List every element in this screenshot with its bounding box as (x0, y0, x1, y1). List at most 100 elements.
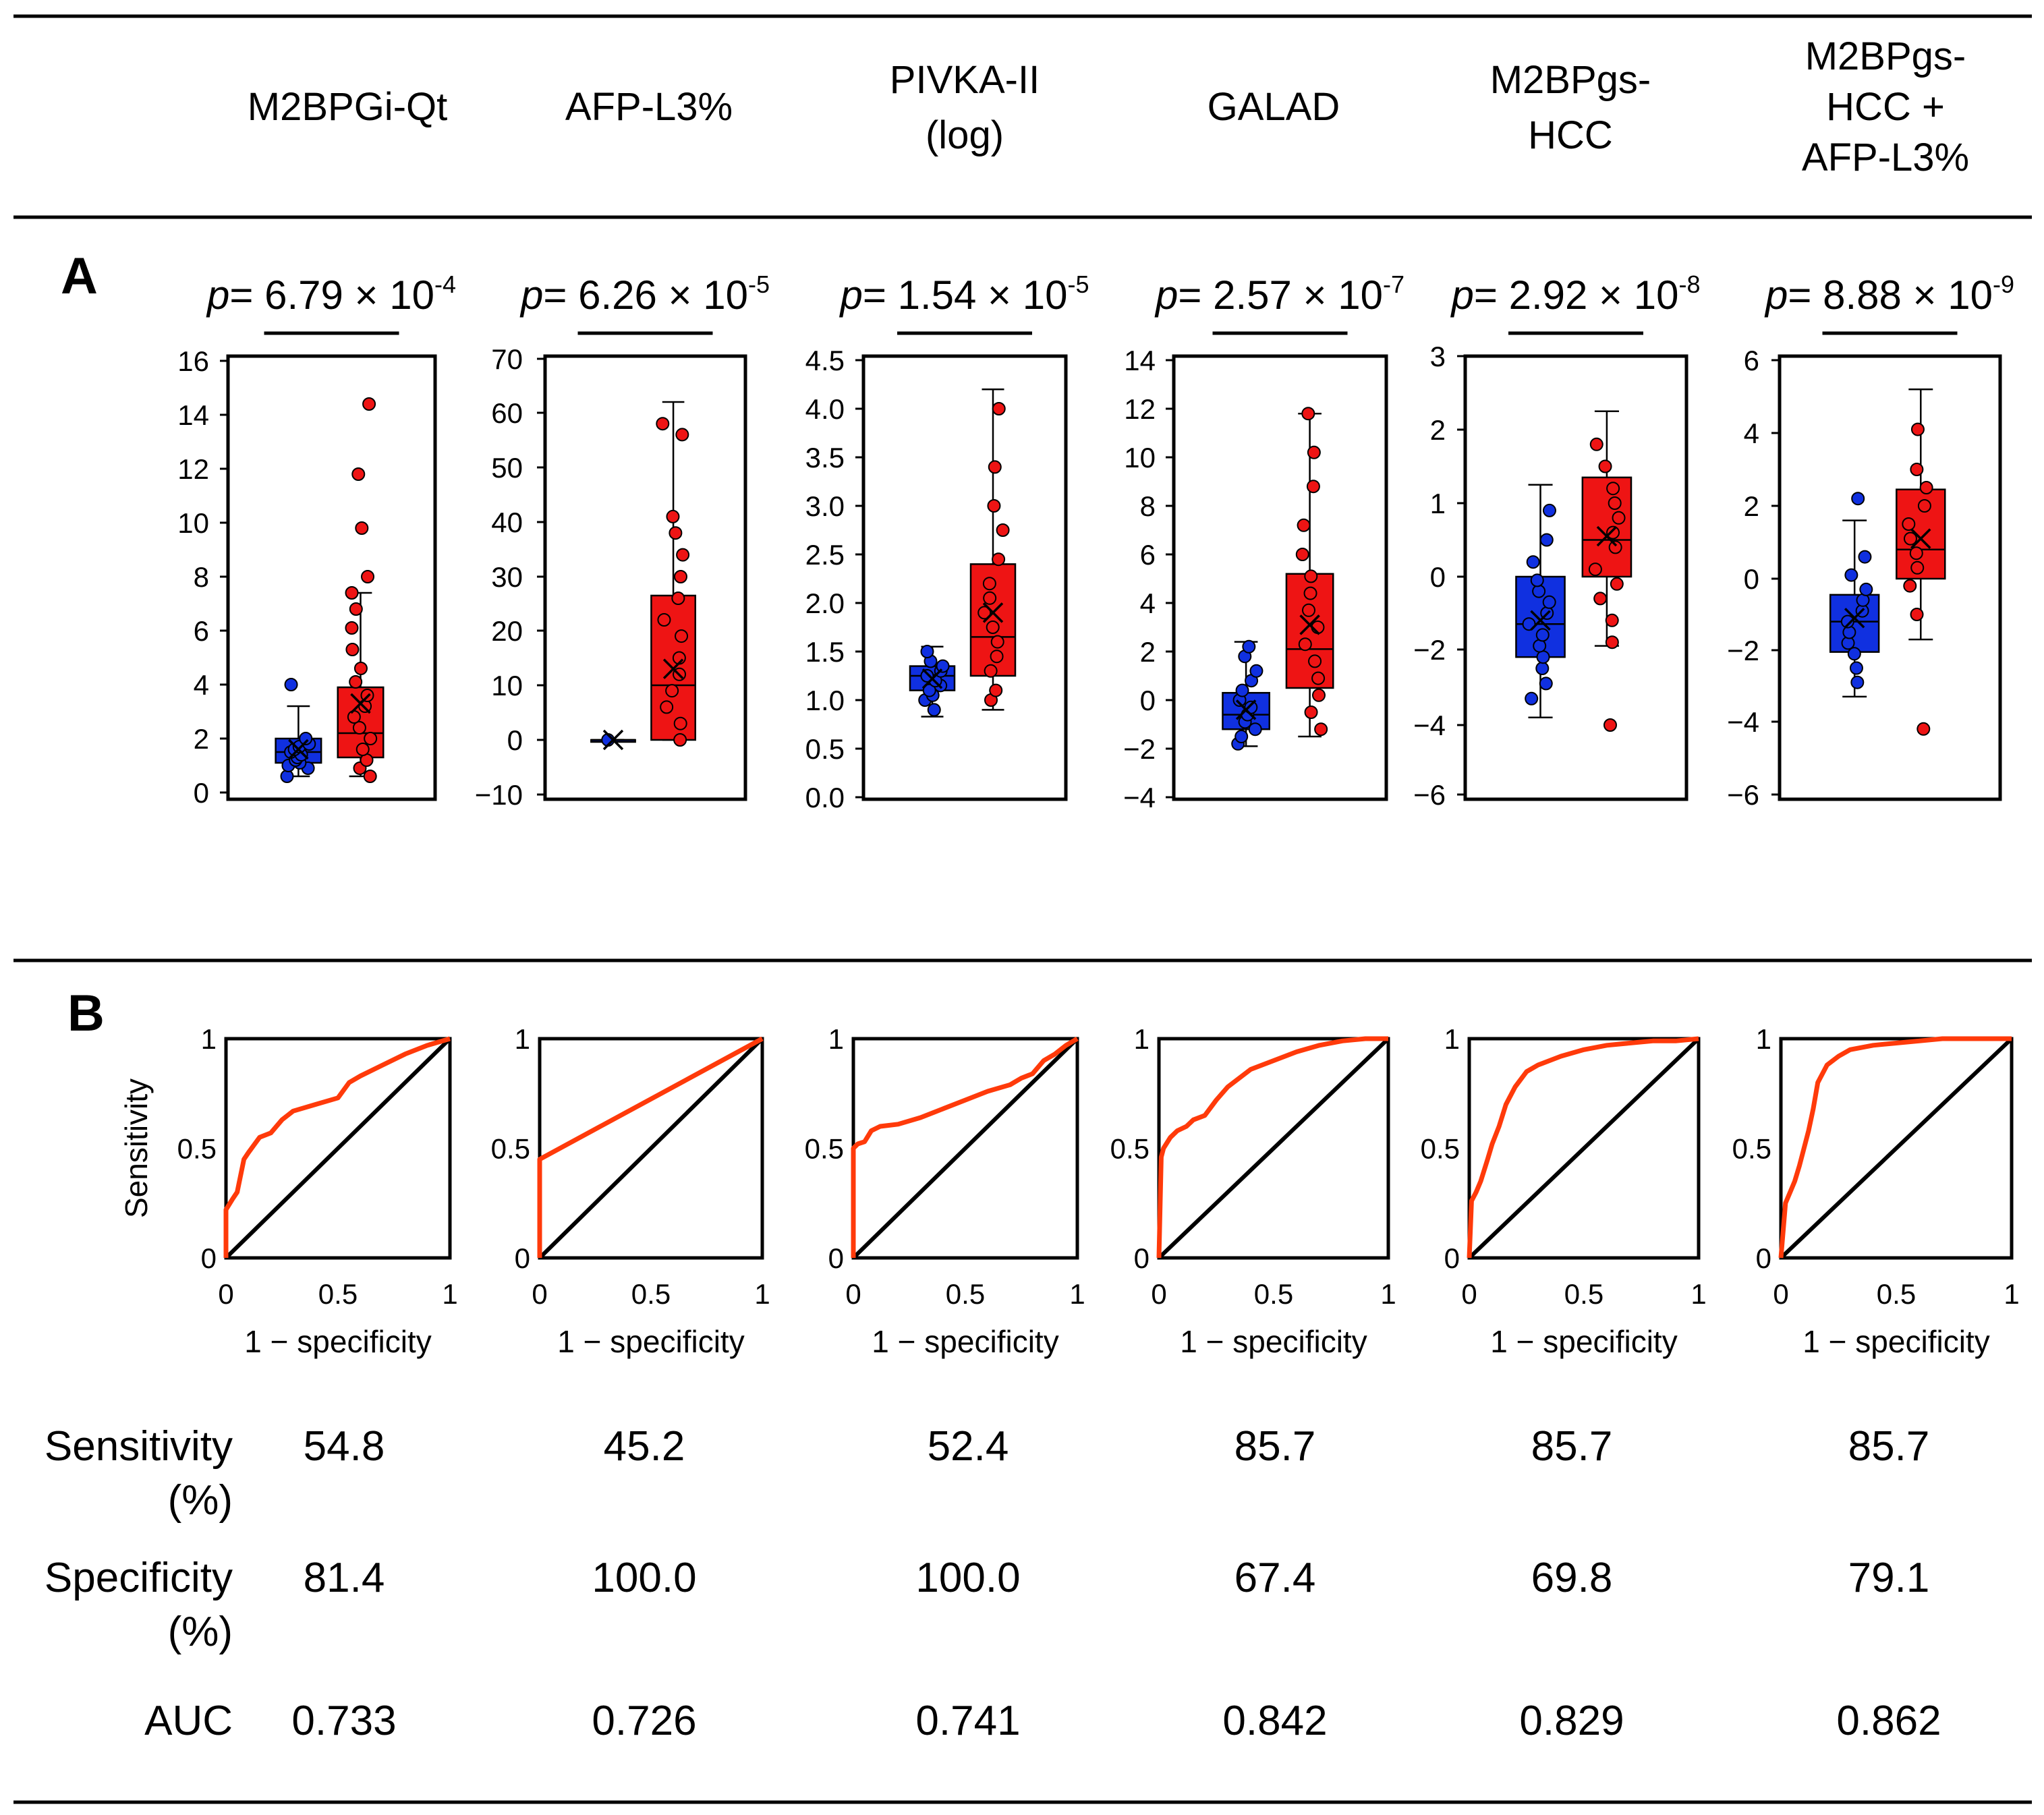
roc-frame (538, 1037, 764, 1260)
roc-x-tick-label: 0.5 (946, 1278, 985, 1310)
roc-panel: 0 0.5 1 0 0.5 1 1 − specificity (491, 1023, 770, 1359)
data-point (1249, 664, 1264, 678)
y-tick-label: 0.0 (805, 782, 845, 813)
box-group (969, 388, 1017, 711)
data-point (1301, 603, 1315, 617)
row-label: (%) (168, 1609, 233, 1655)
mean-marker (1235, 699, 1257, 720)
table-cell: 85.7 (1531, 1423, 1613, 1470)
row-label: (%) (168, 1477, 233, 1524)
data-point (1539, 676, 1553, 691)
p-mantissa: 6.79 (264, 272, 343, 318)
data-point (1306, 480, 1320, 494)
data-point (986, 621, 1000, 634)
p-mantissa: 2.57 (1213, 272, 1292, 318)
mean-marker (921, 668, 943, 689)
data-point (927, 703, 941, 717)
roc-y-tick-label: 1 (828, 1023, 844, 1055)
data-point (1851, 492, 1865, 506)
reference-diagonal (851, 1037, 1079, 1260)
data-point (1242, 639, 1256, 654)
y-tick-label: 0 (1744, 563, 1759, 595)
data-point (673, 733, 687, 747)
p-symbol: p (1154, 272, 1178, 318)
table-row: Sensitivity (%) 54.8 45.2 52.4 85.7 85.7 85.7 (45, 1423, 1929, 1524)
boxplot-panel: p= 2.92 × 10-8 −6 −4 −2 0 1 2 3 (1413, 270, 1700, 811)
iqr-box (1581, 476, 1633, 578)
data-point (920, 645, 934, 658)
box-group (1515, 484, 1566, 719)
roc-x-tick-label: 1 (1691, 1278, 1706, 1310)
y-tick-label: 0 (507, 724, 523, 756)
roc-x-tick-label: 0 (1773, 1278, 1788, 1310)
plot-frame (861, 354, 1068, 801)
y-tick-label: 40 (491, 507, 523, 538)
data-point (1910, 608, 1924, 621)
mean-marker (288, 739, 309, 760)
y-tick-label: 10 (1124, 442, 1156, 473)
data-point (922, 683, 936, 697)
data-point (992, 552, 1006, 567)
roc-x-axis-label: 1 − specificity (1180, 1324, 1367, 1359)
data-point (989, 683, 1003, 697)
roc-y-tick-label: 0 (1134, 1242, 1149, 1274)
p-symbol: p (519, 272, 543, 318)
data-point (362, 397, 376, 411)
box-group (1285, 407, 1334, 738)
data-point (977, 606, 992, 620)
data-point (675, 428, 689, 442)
data-point (1311, 688, 1326, 702)
data-point (1314, 722, 1328, 737)
data-point (1542, 595, 1556, 609)
p-equals: = (1788, 272, 1823, 318)
data-point (665, 684, 679, 698)
data-point (363, 770, 377, 783)
data-point (1298, 637, 1312, 652)
data-point (657, 613, 671, 627)
y-tick-label: 4.0 (805, 393, 845, 425)
data-point (1608, 540, 1622, 554)
data-point (1840, 614, 1854, 629)
roc-x-axis-label: 1 − specificity (244, 1324, 431, 1359)
column-header-line: M2BPGi-Qt (248, 85, 448, 129)
y-tick-label: −2 (1123, 733, 1156, 765)
roc-x-tick-label: 0.5 (318, 1278, 358, 1310)
y-tick-label: 2.5 (805, 539, 845, 571)
roc-panel: 0 0.5 1 0 0.5 1 1 − specificity (1110, 1023, 1396, 1359)
roc-y-tick-label: 0 (1756, 1242, 1771, 1274)
y-tick-label: 1.0 (805, 685, 845, 716)
data-point (990, 635, 1004, 649)
p-mantissa: 8.88 (1823, 272, 1902, 318)
p-mantissa: 2.92 (1509, 272, 1588, 318)
roc-x-tick-label: 0 (1151, 1278, 1166, 1310)
y-tick-label: 2 (194, 723, 209, 755)
data-point (1234, 730, 1249, 743)
column-headers: M2BPGi-Qt AFP-L3% PIVKA-II (log) GALAD M2BPgs… (248, 34, 1969, 179)
data-point (299, 732, 313, 745)
data-point (347, 710, 361, 724)
data-point (1603, 718, 1617, 732)
y-tick-label: 6 (1744, 345, 1759, 376)
p-value-label: p= 1.54 × 10-5 (839, 270, 1089, 318)
p-exponent: -9 (1993, 270, 2014, 298)
mean-marker (602, 729, 624, 751)
data-point (1535, 628, 1550, 642)
data-point (676, 548, 690, 562)
y-tick-label: −4 (1727, 706, 1759, 738)
data-point (992, 402, 1006, 415)
data-point (673, 570, 687, 583)
data-point (1910, 560, 1925, 575)
reference-diagonal (538, 1037, 764, 1260)
data-point (936, 659, 950, 673)
column-header-line: M2BPgs- (1490, 58, 1651, 102)
y-tick-label: 70 (491, 343, 523, 375)
roc-y-tick-label: 0.5 (1732, 1133, 1771, 1165)
roc-x-tick-label: 0.5 (631, 1278, 671, 1310)
y-tick-label: 4.5 (805, 345, 845, 376)
boxplot-panel: p= 2.57 × 10-7 −4 −2 0 2 4 6 8 10 12 14 (1123, 270, 1404, 813)
roc-y-tick-label: 1 (1134, 1023, 1149, 1055)
data-point (996, 523, 1010, 537)
p-value-label: p= 2.57 × 10-7 (1154, 270, 1404, 318)
y-tick-label: 0 (1430, 561, 1446, 593)
data-point (671, 592, 685, 605)
